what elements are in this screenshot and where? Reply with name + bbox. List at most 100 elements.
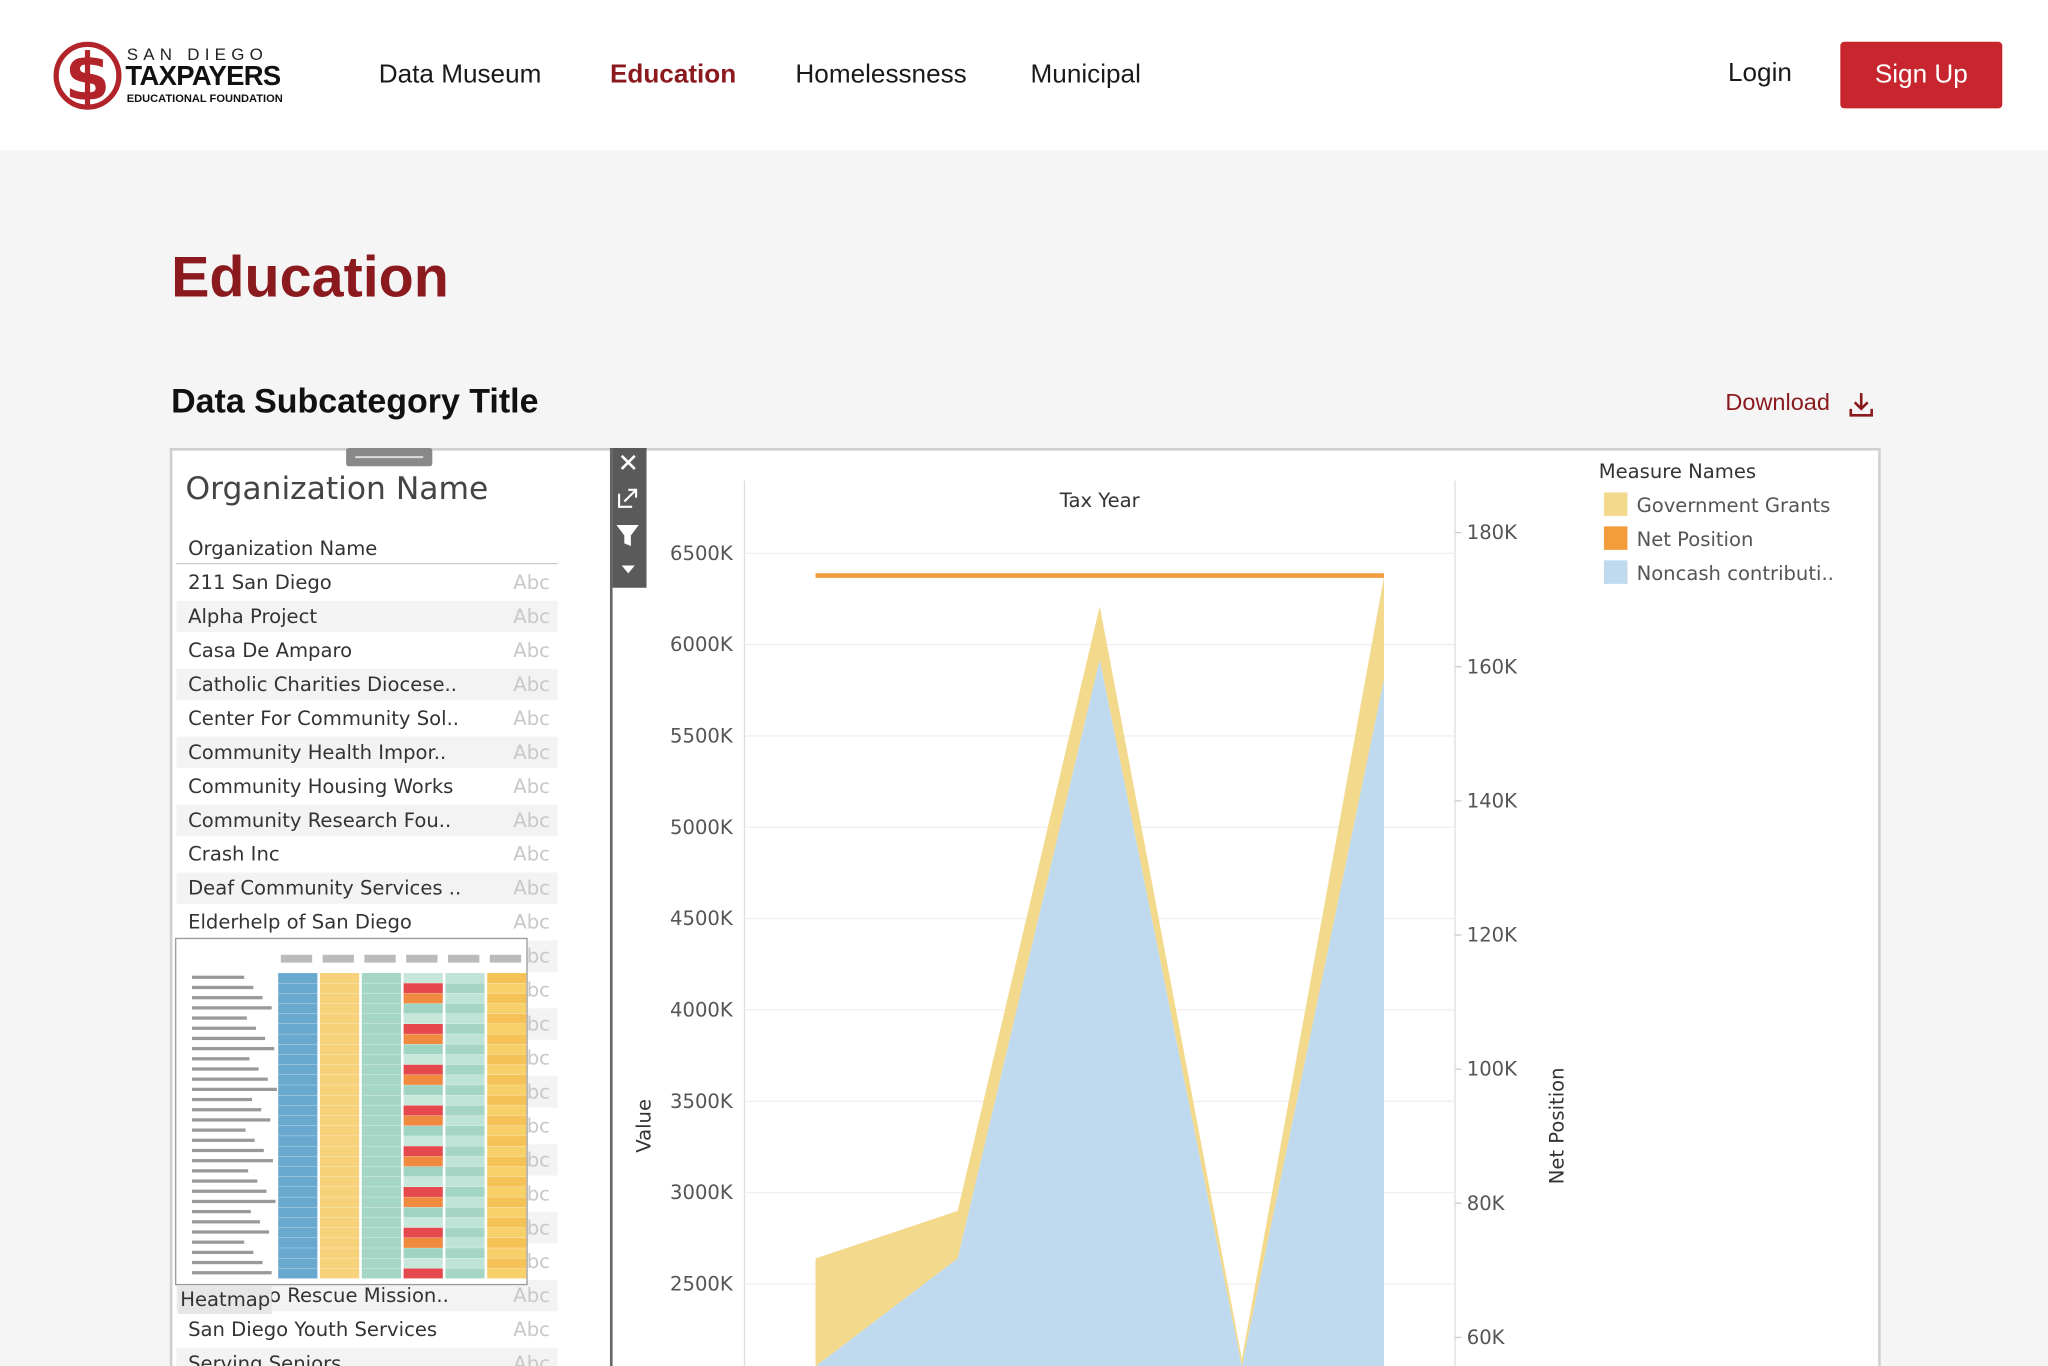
heatmap-label: [191, 1260, 263, 1265]
heatmap-cell: [445, 1095, 485, 1106]
signup-button[interactable]: Sign Up: [1840, 41, 2003, 109]
heatmap-col-header: [280, 954, 313, 963]
heatmap-cell: [445, 993, 485, 1004]
heatmap-cell: [403, 1136, 443, 1146]
heatmap-cell: [319, 1146, 360, 1157]
filter-row[interactable]: 211 San Diego Abc: [176, 566, 558, 599]
heatmap-cell: [445, 1074, 485, 1085]
heatmap-cell: [403, 1207, 443, 1218]
logo-dollar: $: [65, 39, 110, 115]
filter-header: Organization Name: [188, 536, 378, 561]
download-link[interactable]: Download: [1725, 389, 1830, 416]
heatmap-cell: [403, 1166, 443, 1177]
heatmap-cell: [445, 1146, 485, 1157]
row-label: San Diego Youth Services: [188, 1317, 438, 1342]
download-icon[interactable]: [1847, 391, 1876, 420]
tooltip-label: Heatmap: [177, 1285, 272, 1314]
legend-label[interactable]: Noncash contributi..: [1637, 562, 1834, 585]
row-type: Abc: [513, 808, 550, 832]
row-label: Serving Seniors: [188, 1351, 342, 1366]
heatmap-cell: [361, 1146, 401, 1157]
row-label: 211 San Diego: [188, 570, 332, 595]
menu-caret[interactable]: [621, 565, 635, 574]
heatmap-cell: [445, 1187, 485, 1197]
heatmap-label: [191, 1046, 275, 1051]
heatmap-label: [191, 1220, 260, 1224]
heatmap-label: [191, 1179, 258, 1183]
heatmap-cell: [361, 1237, 401, 1248]
heatmap-cell: [487, 1258, 527, 1269]
heatmap-cell: [319, 983, 360, 994]
legend-title: Measure Names: [1599, 460, 1756, 483]
filter-icon[interactable]: [616, 525, 639, 546]
heatmap-cell: [445, 1156, 485, 1167]
nav-link[interactable]: Data Museum: [378, 60, 542, 89]
filter-row[interactable]: Catholic Charities Diocese.. Abc: [176, 668, 558, 701]
legend-label[interactable]: Net Position: [1637, 528, 1754, 551]
login-link[interactable]: Login: [1727, 58, 1792, 88]
filter-row[interactable]: Center For Community Sol.. Abc: [176, 702, 558, 735]
y-tick-label: 5500K: [670, 724, 734, 747]
close-icon[interactable]: [620, 454, 636, 470]
popout-icon[interactable]: [618, 488, 638, 508]
heatmap-cell: [319, 1105, 360, 1116]
heatmap-cell: [278, 1146, 318, 1157]
heatmap-cell: [403, 1258, 443, 1269]
y-tick-label: 6500K: [670, 542, 734, 565]
heatmap-cell: [319, 973, 360, 983]
heatmap-cell: [319, 1187, 360, 1197]
y2-tick-label: 140K: [1467, 789, 1518, 812]
heatmap-label: [191, 1108, 262, 1112]
logo-mark[interactable]: $: [52, 37, 125, 115]
row-type: Abc: [513, 706, 550, 731]
heatmap-cell: [361, 1258, 401, 1269]
subtitle: Data Subcategory Title: [171, 381, 539, 421]
heatmap-label: [191, 1209, 251, 1214]
filter-row[interactable]: Community Housing Works Abc: [176, 770, 558, 802]
filter-row[interactable]: Elderhelp of San Diego Abc: [176, 906, 558, 938]
filter-row[interactable]: Crash Inc Abc: [176, 838, 558, 870]
heatmap-cell: [487, 1156, 527, 1167]
heatmap-cell: [403, 1044, 443, 1055]
heatmap-label: [191, 975, 245, 979]
heatmap-cell: [278, 1105, 318, 1116]
heatmap-cell: [319, 1176, 360, 1187]
heatmap-col-header: [322, 954, 354, 963]
heatmap-cell: [487, 1044, 527, 1055]
heatmap-cell: [278, 1085, 318, 1096]
heatmap-cell: [278, 1136, 318, 1146]
legend-swatch: [1603, 526, 1628, 550]
row-type: Abc: [513, 570, 550, 595]
filter-row[interactable]: Casa De Amparo Abc: [176, 634, 558, 667]
heatmap-cell: [319, 1207, 360, 1218]
heatmap-cell: [403, 993, 443, 1004]
heatmap-cell: [445, 1115, 485, 1126]
heatmap-label: [191, 1199, 276, 1204]
filter-row[interactable]: Community Research Fou.. Abc: [176, 804, 558, 836]
filter-row[interactable]: Community Health Impor.. Abc: [176, 736, 558, 768]
heatmap-cell: [361, 1156, 401, 1167]
heatmap-cell: [319, 1197, 360, 1208]
filter-row[interactable]: Deaf Community Services .. Abc: [176, 872, 558, 904]
area: [815, 659, 1384, 1366]
heatmap-label: [191, 1189, 267, 1193]
heatmap-cell: [361, 1044, 401, 1055]
heatmap-label: [191, 1148, 264, 1153]
heatmap-cell: [319, 1217, 360, 1228]
nav-link[interactable]: Homelessness: [795, 60, 967, 89]
heatmap-cell: [361, 1034, 401, 1045]
heatmap-cell: [445, 1013, 485, 1024]
filter-row[interactable]: San Diego Youth Services Abc: [176, 1313, 558, 1346]
legend-label[interactable]: Government Grants: [1637, 494, 1831, 517]
filter-row[interactable]: Serving Seniors Abc: [176, 1347, 558, 1366]
nav-link[interactable]: Municipal: [1030, 60, 1141, 89]
heatmap-label: [191, 1087, 277, 1092]
logo-line1: SAN DIEGO: [126, 44, 269, 64]
heatmap-cell: [278, 1125, 318, 1136]
heatmap-cell: [278, 973, 318, 983]
heatmap-label: [191, 1036, 266, 1041]
filter-row[interactable]: Alpha Project Abc: [176, 600, 558, 633]
nav-link-active[interactable]: Education: [609, 60, 737, 89]
